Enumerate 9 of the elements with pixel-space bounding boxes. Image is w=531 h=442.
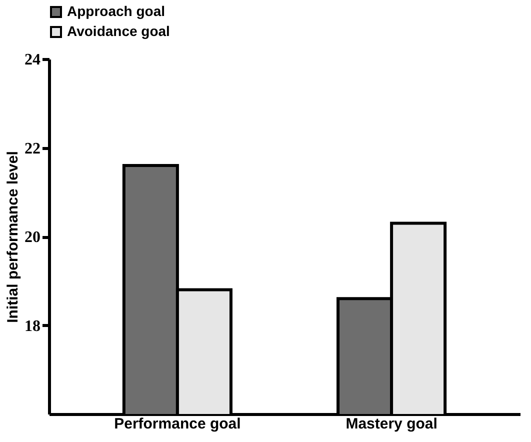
y-tick-label: 24 — [24, 52, 40, 68]
y-tick-label: 20 — [24, 229, 40, 246]
legend-label: Approach goal — [67, 3, 166, 19]
x-tick-label: Mastery goal — [346, 416, 438, 432]
y-axis-title: Initial performance level — [4, 151, 22, 323]
x-tick-label: Performance goal — [114, 416, 241, 432]
y-tick-label: 22 — [24, 140, 40, 158]
y-tick-label: 18 — [24, 318, 40, 335]
legend-label: Avoidance goal — [67, 23, 170, 39]
